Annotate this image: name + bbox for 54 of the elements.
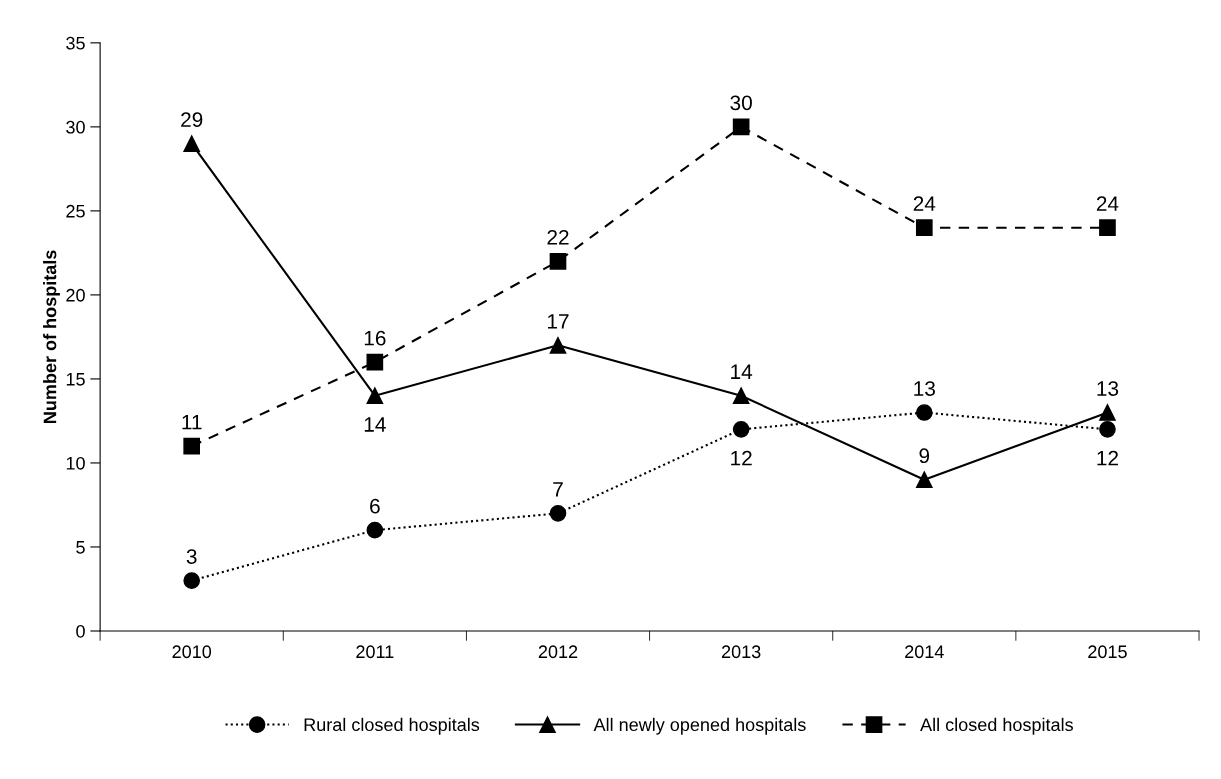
point	[915, 219, 933, 237]
data-label: 30	[730, 95, 752, 111]
data-label: 9	[919, 448, 930, 464]
data-label: 16	[364, 330, 386, 346]
point	[366, 353, 384, 371]
legend-label: All closed hospitals	[920, 717, 1073, 735]
point	[915, 404, 933, 421]
data-label: 13	[914, 381, 935, 396]
point	[549, 336, 567, 354]
x-tick-label: 2014	[905, 645, 944, 659]
data-label: 7	[553, 482, 563, 497]
x-tick-label: 2013	[721, 645, 761, 659]
point	[183, 572, 201, 589]
point	[549, 505, 567, 522]
point	[915, 471, 933, 489]
point	[366, 387, 384, 405]
y-tick-label: 10	[66, 456, 85, 470]
point	[732, 387, 750, 405]
data-label: 29	[181, 112, 203, 128]
data-label: 14	[364, 417, 386, 432]
point	[183, 437, 201, 455]
y-axis-title: Number of hospitals	[43, 250, 60, 423]
data-label: 14	[731, 364, 753, 379]
data-label: 11	[182, 414, 202, 430]
data-label: 12	[731, 450, 752, 466]
data-label: 24	[913, 196, 936, 211]
y-tick-label: 25	[66, 204, 85, 218]
y-tick-label: 15	[66, 373, 85, 386]
point	[1099, 421, 1116, 438]
data-label: 17	[548, 314, 569, 329]
data-label: 13	[1097, 381, 1119, 396]
point	[549, 252, 567, 270]
x-tick-label: 2012	[538, 645, 578, 659]
data-label: 22	[547, 229, 569, 245]
data-label: 12	[1097, 450, 1118, 466]
data-label: 24	[1096, 196, 1119, 211]
x-tick-label: 2011	[356, 645, 394, 659]
point	[732, 421, 750, 438]
y-tick-label: 20	[66, 288, 85, 302]
y-tick-label: 35	[66, 36, 85, 50]
point	[732, 118, 750, 136]
x-tick-label: 2010	[172, 645, 212, 659]
point	[183, 135, 201, 153]
y-tick-label: 5	[76, 541, 85, 554]
point	[1099, 219, 1116, 237]
data-label: 6	[370, 498, 380, 514]
y-tick-label: 30	[66, 120, 85, 134]
point	[1099, 404, 1116, 421]
x-tick-label: 2015	[1088, 645, 1127, 659]
data-label: 3	[186, 549, 197, 564]
legend-label: All newly opened hospitals	[593, 717, 806, 735]
point	[366, 521, 384, 539]
legend-label: Rural closed hospitals	[304, 717, 480, 735]
y-tick-label: 0	[76, 624, 85, 638]
